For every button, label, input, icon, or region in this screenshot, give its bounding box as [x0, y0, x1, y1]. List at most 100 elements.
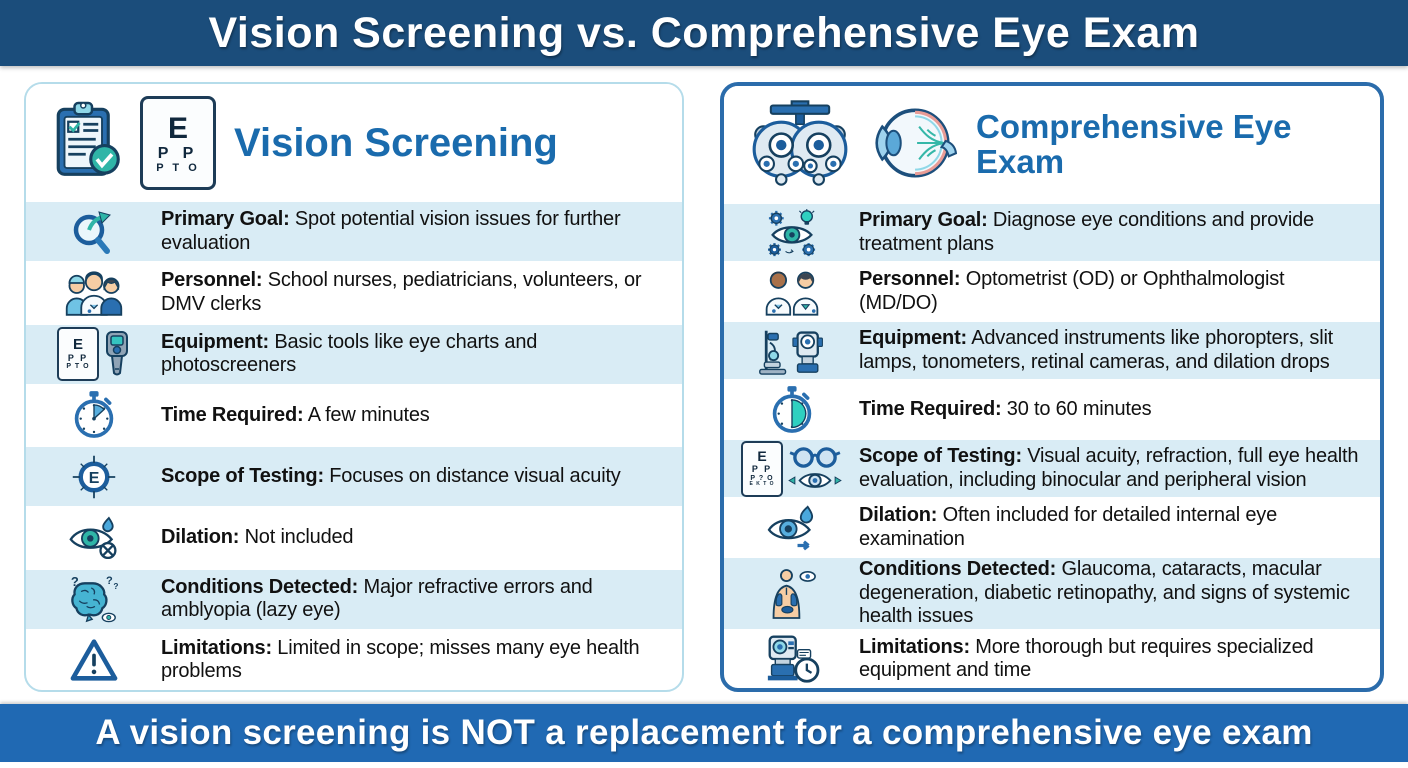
svg-text:?: ? — [70, 575, 78, 589]
eye-anatomy-icon — [868, 104, 958, 187]
row-time-required: Time Required: A few minutes — [26, 386, 682, 447]
row-value: Not included — [244, 526, 354, 549]
row-personnel: Personnel: School nurses, pediatricians,… — [26, 263, 682, 325]
row-value: A few minutes — [307, 403, 430, 426]
eye-chart-line: P T O — [156, 162, 200, 175]
row-value: Visual acuity, refraction, full eye heal… — [859, 445, 1359, 491]
row-label: Dilation: — [161, 526, 240, 549]
magnifier-arrow-icon — [26, 208, 161, 256]
row-label: Conditions Detected: — [859, 558, 1057, 581]
eye-chart-icon: E P P P T O — [140, 96, 216, 190]
vision-screening-panel: E P P P T O Vision Screening — [24, 82, 684, 692]
row-value: More thorough but requires specialized e… — [859, 635, 1314, 682]
row-dilation: Dilation: Often included for detailed in… — [724, 499, 1380, 559]
retinal-camera-clock-icon — [724, 633, 859, 685]
clipboard-check-icon — [52, 99, 122, 187]
row-value: Advanced instruments like phoropters, sl… — [859, 326, 1334, 373]
row-scope-of-testing: E P P P ? O E K T O — [724, 440, 1380, 500]
svg-text:E: E — [88, 470, 99, 487]
svg-text:?: ? — [113, 581, 118, 591]
row-primary-goal: Primary Goal: Diagnose eye conditions an… — [724, 204, 1380, 264]
row-value: Limited in scope; misses many eye health… — [161, 636, 640, 683]
row-equipment: E P P P T O Equipment: Basic tools li — [26, 324, 682, 386]
eye-gears-bulb-icon — [724, 208, 859, 257]
row-value: Basic tools like eye charts and photoscr… — [161, 330, 538, 377]
comparison-panels: E P P P T O Vision Screening — [0, 66, 1408, 692]
row-label: Scope of Testing: — [161, 464, 324, 487]
row-label: Primary Goal: — [859, 208, 988, 231]
eye-chart-line: P ? O — [750, 474, 774, 482]
page-title: Vision Screening vs. Comprehensive Eye E… — [208, 8, 1200, 57]
row-scope-of-testing: E Scope of Testing: Focuses on distance … — [26, 447, 682, 509]
row-label: Time Required: — [859, 397, 1002, 420]
row-equipment: Equipment: Advanced instruments like pho… — [724, 322, 1380, 382]
eye-chart-line: P T O — [66, 363, 90, 371]
eye-chart-line: P P — [751, 463, 773, 474]
footer-banner: A vision screening is NOT a replacement … — [0, 704, 1408, 762]
eye-chart-line: E — [167, 111, 188, 145]
row-value: Diagnose eye conditions and provide trea… — [859, 208, 1314, 255]
eye-chart-line: P P — [67, 352, 89, 363]
row-value: 30 to 60 minutes — [1006, 397, 1152, 420]
row-value: Often included for detailed internal eye… — [859, 504, 1278, 550]
comprehensive-exam-title: Comprehensive Eye Exam — [976, 108, 1292, 180]
row-value: School nurses, pediatricians, volunteers… — [161, 269, 642, 315]
row-conditions-detected: ? ? ? Conditions Detected: Major refract… — [26, 569, 682, 631]
row-limitations: Limitations: Limited in scope; misses ma… — [26, 631, 682, 690]
glasses-eye-arrows — [788, 446, 842, 488]
row-time-required: Time Required: 30 to 60 minutes — [724, 381, 1380, 441]
two-doctors-icon — [724, 268, 859, 316]
vision-screening-rows: Primary Goal: Spot potential vision issu… — [26, 202, 682, 690]
eye-chart-line: E — [757, 448, 767, 465]
row-label: Primary Goal: — [161, 208, 290, 231]
row-label: Time Required: — [161, 403, 304, 426]
row-label: Conditions Detected: — [161, 575, 359, 598]
row-primary-goal: Primary Goal: Spot potential vision issu… — [26, 202, 682, 264]
phoropter-icon — [750, 99, 850, 192]
eye-drop-arrow-icon — [724, 505, 859, 551]
row-value: Optometrist (OD) or Ophthalmologist (MD/… — [859, 267, 1285, 314]
eye-chart-line: E — [72, 336, 83, 354]
row-personnel: Personnel: Optometrist (OD) or Ophthalmo… — [724, 263, 1380, 323]
eye-chart-line: E K T O — [749, 481, 775, 488]
svg-text:?: ? — [106, 575, 113, 587]
people-trio-icon — [26, 270, 161, 316]
vision-screening-header: E P P P T O Vision Screening — [26, 84, 682, 202]
comprehensive-exam-rows: Primary Goal: Diagnose eye conditions an… — [724, 204, 1380, 688]
eye-chart-mini-icon: E P P P ? O E K T O — [741, 440, 783, 497]
row-value: Spot potential vision issues for further… — [161, 208, 621, 254]
row-conditions-detected: Conditions Detected: Glaucoma, cataracts… — [724, 558, 1380, 631]
slit-lamp-instruments-icon — [724, 325, 859, 377]
row-label: Personnel: — [161, 269, 263, 292]
target-e-icon: E — [26, 454, 161, 500]
eye-chart-line: P P — [157, 144, 199, 162]
row-label: Personnel: — [859, 267, 961, 290]
row-limitations: Limitations: More thorough but requires … — [724, 631, 1380, 688]
row-label: Dilation: — [859, 504, 938, 527]
footer-message: A vision screening is NOT a replacement … — [95, 713, 1313, 752]
row-label: Limitations: — [161, 636, 272, 659]
eye-drop-x-icon — [26, 516, 161, 560]
eye-chart-mini-icon: E P P P T O — [57, 327, 99, 382]
row-value: Focuses on distance visual acuity — [329, 464, 621, 487]
row-dilation: Dilation: Not included — [26, 508, 682, 570]
body-eye-icon — [724, 568, 859, 619]
row-label: Equipment: — [161, 330, 269, 353]
chart-glasses-eye-icon: E P P P ? O E K T O — [724, 440, 859, 497]
comprehensive-eye-exam-panel: Comprehensive Eye Exam — [720, 82, 1384, 692]
vision-screening-title: Vision Screening — [234, 121, 558, 165]
photoscreener-device — [106, 331, 128, 376]
header-banner: Vision Screening vs. Comprehensive Eye E… — [0, 0, 1408, 66]
brain-question-icon: ? ? ? — [26, 575, 161, 623]
row-label: Scope of Testing: — [859, 445, 1022, 468]
eye-chart-photoscreener-icon: E P P P T O — [26, 327, 161, 382]
comprehensive-exam-header: Comprehensive Eye Exam — [724, 86, 1380, 204]
row-label: Equipment: — [859, 326, 967, 349]
row-value: Major refractive errors and amblyopia (l… — [161, 575, 593, 622]
row-label: Limitations: — [859, 635, 970, 658]
warning-triangle-icon — [26, 638, 161, 682]
stopwatch-icon — [26, 390, 161, 440]
stopwatch-half-icon — [724, 385, 859, 435]
row-value: Glaucoma, cataracts, macular degeneratio… — [859, 558, 1350, 628]
